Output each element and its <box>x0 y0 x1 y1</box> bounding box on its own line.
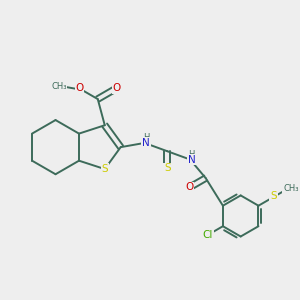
Text: O: O <box>75 83 83 93</box>
Text: S: S <box>101 164 108 174</box>
Text: H: H <box>188 150 195 159</box>
Text: O: O <box>185 182 194 192</box>
Text: CH₃: CH₃ <box>283 184 298 193</box>
Text: S: S <box>270 191 277 201</box>
Text: H: H <box>143 133 149 142</box>
Text: N: N <box>188 154 195 164</box>
Text: N: N <box>142 138 150 148</box>
Text: S: S <box>164 163 171 173</box>
Text: CH₃: CH₃ <box>51 82 67 91</box>
Text: O: O <box>112 83 121 93</box>
Text: Cl: Cl <box>203 230 213 241</box>
